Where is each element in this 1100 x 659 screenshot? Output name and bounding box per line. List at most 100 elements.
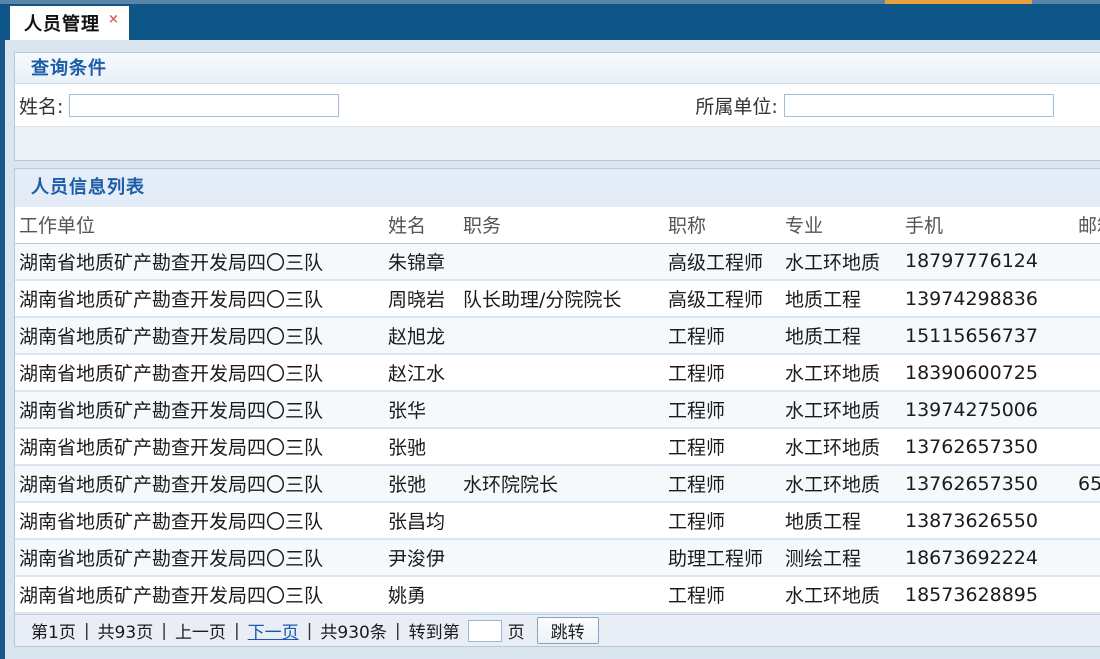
cell-title: 高级工程师 [664,280,781,318]
cell-unit: 湖南省地质矿产勘查开发局四〇三队 [15,539,384,577]
cell-phone: 18573628895 [901,576,1074,614]
tab-personnel-management[interactable]: 人员管理 × [10,6,129,40]
cell-position: 队长助理/分院院长 [459,280,664,318]
cell-email [1074,317,1100,355]
cell-major: 水工环地质 [781,465,901,503]
jump-button[interactable]: 跳转 [536,617,599,644]
table-row: 湖南省地质矿产勘查开发局四〇三队 周晓岩 队长助理/分院院长 高级工程师 地质工… [15,280,1100,318]
scroll-thumb[interactable] [885,0,1032,4]
pagination-bar: 第1页 | 共93页 | 上一页 | 下一页 | 共930条 | 转到第 页 跳… [15,614,1100,646]
close-icon[interactable]: × [108,11,119,27]
cell-name: 姚勇 [384,576,459,614]
current-page-label: 第1页 [31,623,76,643]
cell-name: 张驰 [384,428,459,466]
table-row: 湖南省地质矿产勘查开发局四〇三队 张弛 水环院院长 工程师 水工环地质 1376… [15,465,1100,503]
query-panel-footer [15,126,1100,160]
cell-title: 工程师 [664,428,781,466]
cell-email [1074,354,1100,392]
list-panel-title: 人员信息列表 [31,177,145,198]
cell-major: 水工环地质 [781,243,901,281]
top-scroll-strip [0,0,1100,4]
cell-unit: 湖南省地质矿产勘查开发局四〇三队 [15,465,384,503]
goto-prefix-label: 转到第 [408,623,460,643]
col-header-major: 专业 [781,207,901,244]
cell-position [459,243,664,281]
cell-title: 工程师 [664,354,781,392]
cell-unit: 湖南省地质矿产勘查开发局四〇三队 [15,428,384,466]
separator: | [161,620,167,641]
cell-email: 654 [1074,465,1100,503]
prev-page-link: 上一页 [174,623,226,643]
col-header-position: 职务 [459,207,664,244]
cell-email [1074,428,1100,466]
table-row: 湖南省地质矿产勘查开发局四〇三队 赵旭龙 工程师 地质工程 1511565673… [15,317,1100,355]
total-items-label: 共930条 [320,623,387,643]
cell-position [459,354,664,392]
separator: | [394,620,401,641]
separator: | [233,620,240,641]
cell-name: 赵旭龙 [384,317,459,355]
cell-position [459,576,664,614]
name-input[interactable] [69,93,340,117]
cell-phone: 13762657350 [901,465,1074,503]
cell-phone: 18673692224 [901,539,1074,577]
cell-phone: 13974275006 [901,391,1074,429]
query-form: 姓名: 所属单位: [15,84,1100,126]
col-header-work-unit: 工作单位 [15,207,384,244]
cell-position: 水环院院长 [459,465,664,503]
cell-email [1074,391,1100,429]
cell-title: 高级工程师 [664,243,781,281]
cell-phone: 18390600725 [901,354,1074,392]
cell-name: 赵江水 [384,354,459,392]
cell-major: 测绘工程 [781,539,901,577]
unit-input[interactable] [783,93,1054,117]
tab-bar: 人员管理 × [0,4,1100,40]
col-header-phone: 手机 [901,207,1074,244]
cell-title: 工程师 [664,317,781,355]
cell-title: 工程师 [664,502,781,540]
cell-major: 水工环地质 [781,391,901,429]
cell-email [1074,576,1100,614]
cell-name: 张华 [384,391,459,429]
table-row: 湖南省地质矿产勘查开发局四〇三队 尹浚伊 助理工程师 测绘工程 18673692… [15,539,1100,577]
cell-major: 地质工程 [781,280,901,318]
cell-phone: 15115656737 [901,317,1074,355]
table-row: 湖南省地质矿产勘查开发局四〇三队 赵江水 工程师 水工环地质 183906007… [15,354,1100,392]
cell-unit: 湖南省地质矿产勘查开发局四〇三队 [15,317,384,355]
cell-title: 助理工程师 [664,539,781,577]
cell-title: 工程师 [664,465,781,503]
cell-position [459,502,664,540]
cell-major: 地质工程 [781,317,901,355]
query-conditions-panel: 查询条件 姓名: 所属单位: [14,52,1100,161]
list-panel-header: 人员信息列表 [15,169,1100,207]
goto-page-input[interactable] [467,619,502,642]
cell-email [1074,539,1100,577]
cell-email [1074,243,1100,281]
tab-label: 人员管理 [24,14,100,35]
cell-position [459,539,664,577]
col-header-title: 职称 [664,207,781,244]
next-page-link[interactable]: 下一页 [247,623,299,643]
cell-phone: 18797776124 [901,243,1074,281]
personnel-list-panel: 人员信息列表 工作单位 姓名 职务 职称 专业 手机 邮箱 湖南省地质矿产勘查开… [14,168,1100,647]
cell-major: 地质工程 [781,502,901,540]
cell-name: 周晓岩 [384,280,459,318]
cell-unit: 湖南省地质矿产勘查开发局四〇三队 [15,243,384,281]
cell-name: 朱锦章 [384,243,459,281]
goto-suffix-label: 页 [507,623,525,643]
table-row: 湖南省地质矿产勘查开发局四〇三队 朱锦章 高级工程师 水工环地质 1879777… [15,243,1100,281]
personnel-table: 工作单位 姓名 职务 职称 专业 手机 邮箱 湖南省地质矿产勘查开发局四〇三队 … [15,207,1100,614]
col-header-name: 姓名 [384,207,459,244]
query-panel-header: 查询条件 [15,53,1100,84]
cell-name: 张昌均 [384,502,459,540]
query-panel-title: 查询条件 [31,58,107,79]
table-row: 湖南省地质矿产勘查开发局四〇三队 姚勇 工程师 水工环地质 1857362889… [15,576,1100,614]
cell-title: 工程师 [664,576,781,614]
cell-unit: 湖南省地质矿产勘查开发局四〇三队 [15,354,384,392]
cell-major: 水工环地质 [781,576,901,614]
cell-title: 工程师 [664,391,781,429]
cell-position [459,391,664,429]
cell-name: 尹浚伊 [384,539,459,577]
cell-name: 张弛 [384,465,459,503]
cell-unit: 湖南省地质矿产勘查开发局四〇三队 [15,502,384,540]
